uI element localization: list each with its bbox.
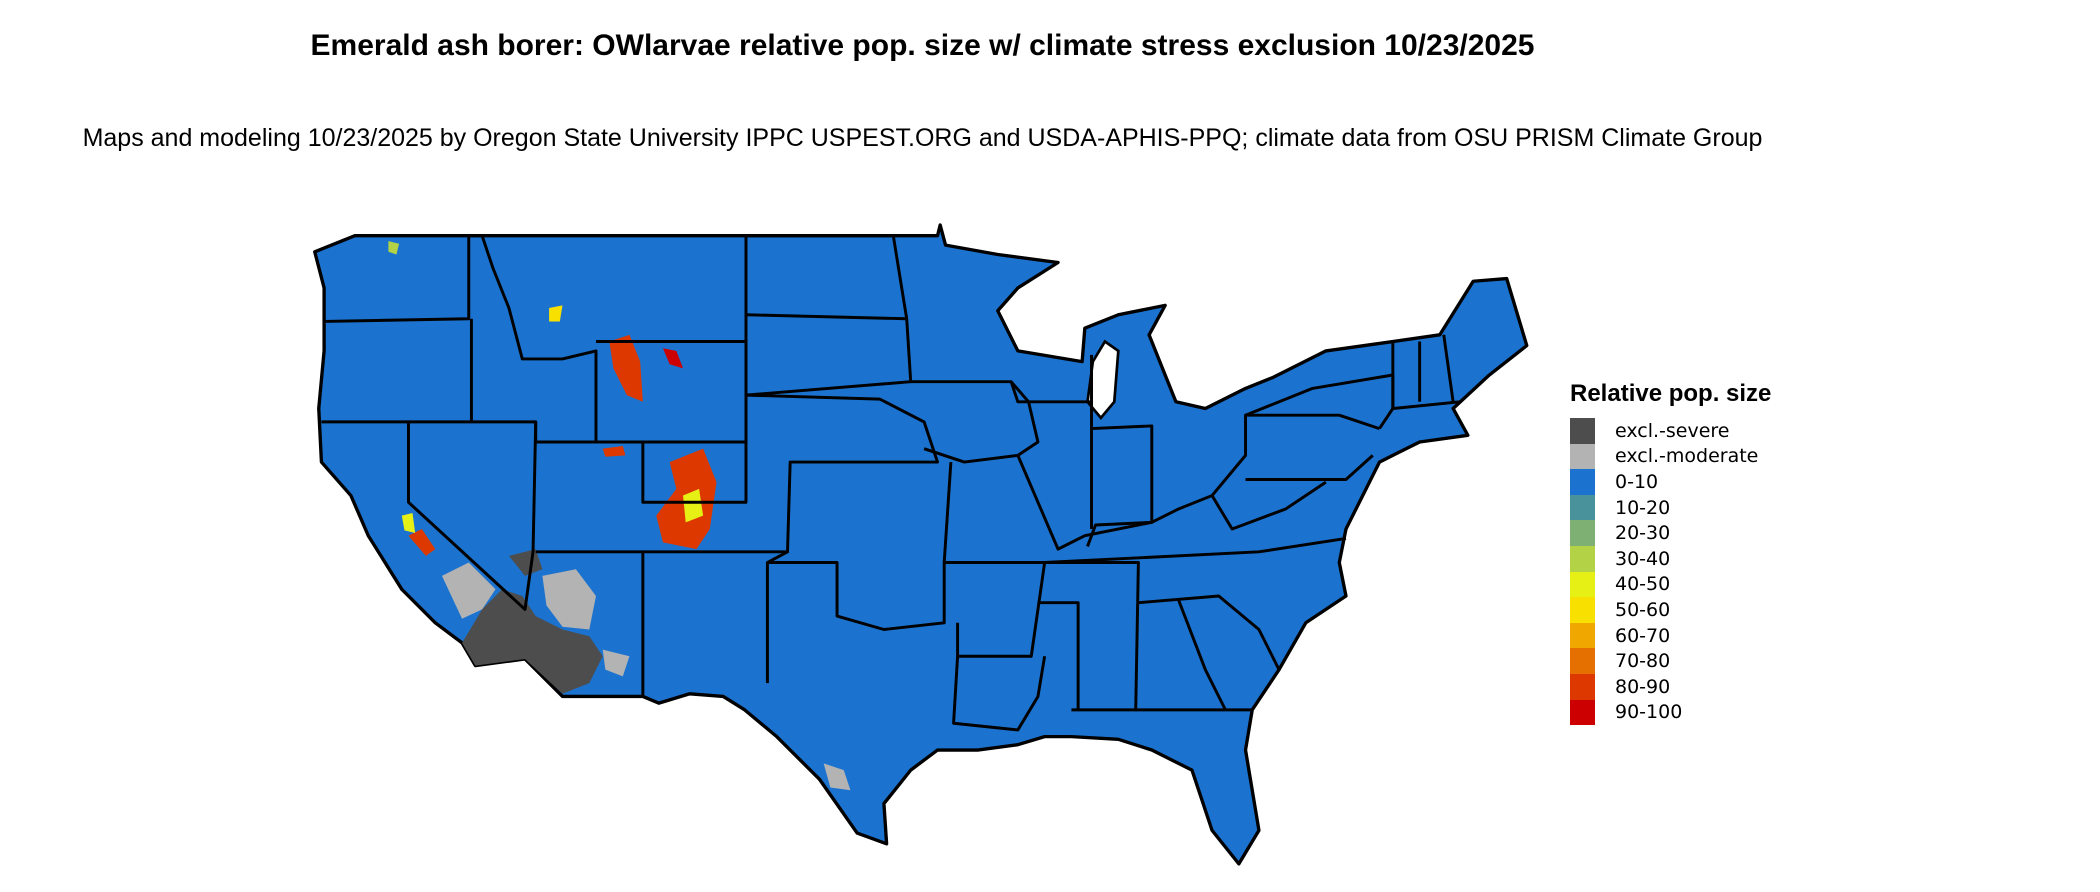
legend-label: excl.-moderate bbox=[1615, 445, 1759, 468]
legend-item: excl.-moderate bbox=[1570, 443, 1771, 470]
legend-item: 60-70 bbox=[1570, 622, 1771, 649]
legend-item: 70-80 bbox=[1570, 648, 1771, 674]
legend-label: 20-30 bbox=[1615, 522, 1671, 545]
legend-swatch bbox=[1570, 622, 1595, 649]
high-population-patches bbox=[388, 241, 717, 556]
legend-item: excl.-severe bbox=[1570, 418, 1771, 444]
legend-label: 90-100 bbox=[1615, 701, 1683, 724]
legend-swatch bbox=[1570, 648, 1595, 674]
legend-swatch bbox=[1570, 673, 1595, 700]
legend-item: 0-10 bbox=[1570, 469, 1771, 495]
legend-item: 40-50 bbox=[1570, 571, 1771, 598]
legend-title: Relative pop. size bbox=[1570, 380, 1772, 407]
legend-label: 70-80 bbox=[1615, 650, 1671, 673]
legend: Relative pop. size excl.-severe excl.-mod… bbox=[1570, 380, 1772, 726]
legend-swatch bbox=[1570, 443, 1595, 470]
legend-label: 0-10 bbox=[1615, 470, 1659, 493]
legend-item: 80-90 bbox=[1570, 673, 1771, 700]
excl-severe-area bbox=[462, 549, 603, 694]
legend-swatch bbox=[1570, 418, 1595, 444]
legend-label: 10-20 bbox=[1615, 496, 1671, 519]
legend-item: 90-100 bbox=[1570, 699, 1771, 726]
legend-swatch bbox=[1570, 469, 1595, 495]
legend-item: 50-60 bbox=[1570, 597, 1771, 623]
legend-swatch bbox=[1570, 494, 1595, 521]
us-outline bbox=[313, 223, 1529, 866]
legend-label: 50-60 bbox=[1615, 598, 1671, 621]
map-title: Emerald ash borer: OWlarvae relative pop… bbox=[310, 29, 1535, 62]
legend-label: 60-70 bbox=[1615, 624, 1671, 647]
legend-swatch bbox=[1570, 545, 1595, 572]
legend-swatch bbox=[1570, 699, 1595, 726]
legend-label: 80-90 bbox=[1615, 675, 1671, 698]
legend-item: 30-40 bbox=[1570, 545, 1771, 572]
legend-label: excl.-severe bbox=[1615, 419, 1730, 442]
map-subtitle: Maps and modeling 10/23/2025 by Oregon S… bbox=[82, 124, 1763, 152]
excl-moderate-area bbox=[441, 562, 851, 791]
legend-swatch bbox=[1570, 597, 1595, 623]
legend-item: 10-20 bbox=[1570, 494, 1771, 521]
legend-swatch bbox=[1570, 520, 1595, 546]
legend-label: 40-50 bbox=[1615, 573, 1671, 596]
legend-label: 30-40 bbox=[1615, 547, 1671, 570]
state-borders bbox=[321, 234, 1460, 732]
legend-item: 20-30 bbox=[1570, 520, 1771, 546]
legend-swatch bbox=[1570, 571, 1595, 598]
